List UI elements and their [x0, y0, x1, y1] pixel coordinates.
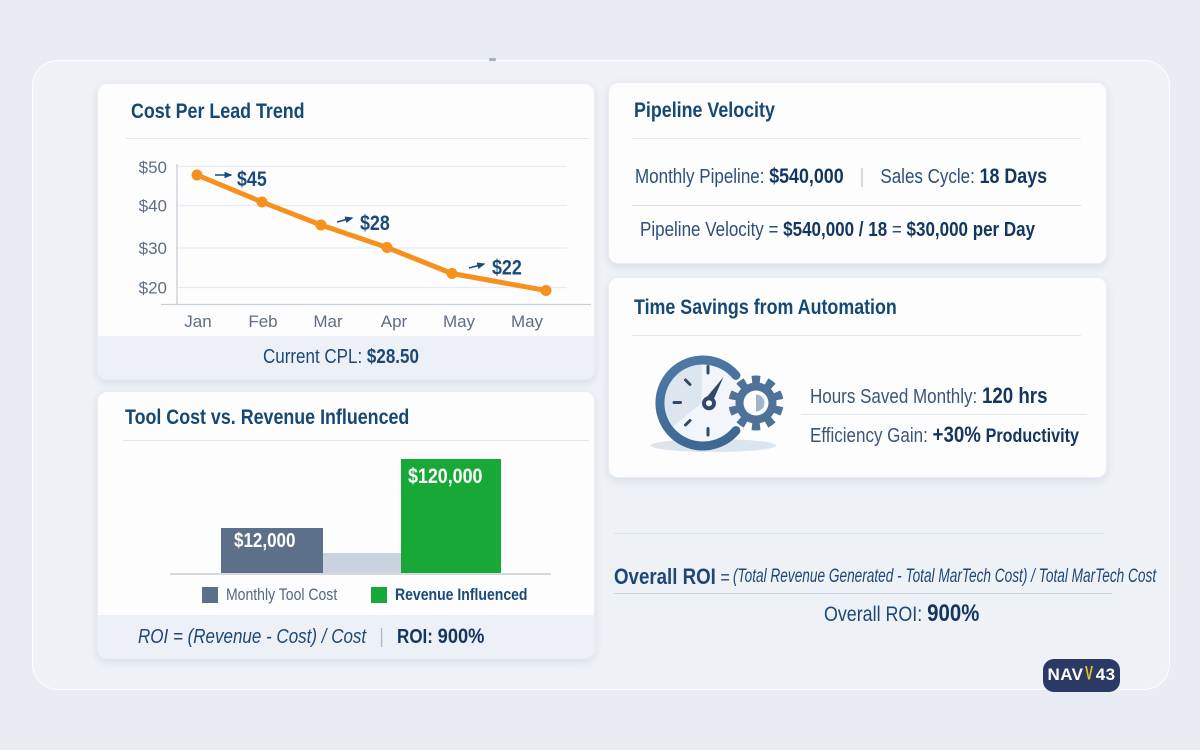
svg-text:$28: $28: [360, 212, 390, 236]
svg-text:$20: $20: [139, 279, 167, 298]
svg-text:Mar: Mar: [313, 312, 343, 331]
svg-text:Feb: Feb: [248, 312, 277, 331]
svg-text:Apr: Apr: [381, 312, 408, 331]
svg-text:$22: $22: [492, 256, 522, 280]
svg-text:May: May: [511, 312, 544, 331]
svg-text:Jan: Jan: [184, 312, 211, 331]
svg-text:May: May: [443, 312, 476, 331]
svg-text:$45: $45: [237, 168, 267, 192]
svg-text:$30: $30: [139, 239, 167, 258]
svg-text:$40: $40: [139, 197, 167, 216]
svg-text:$50: $50: [139, 158, 167, 177]
